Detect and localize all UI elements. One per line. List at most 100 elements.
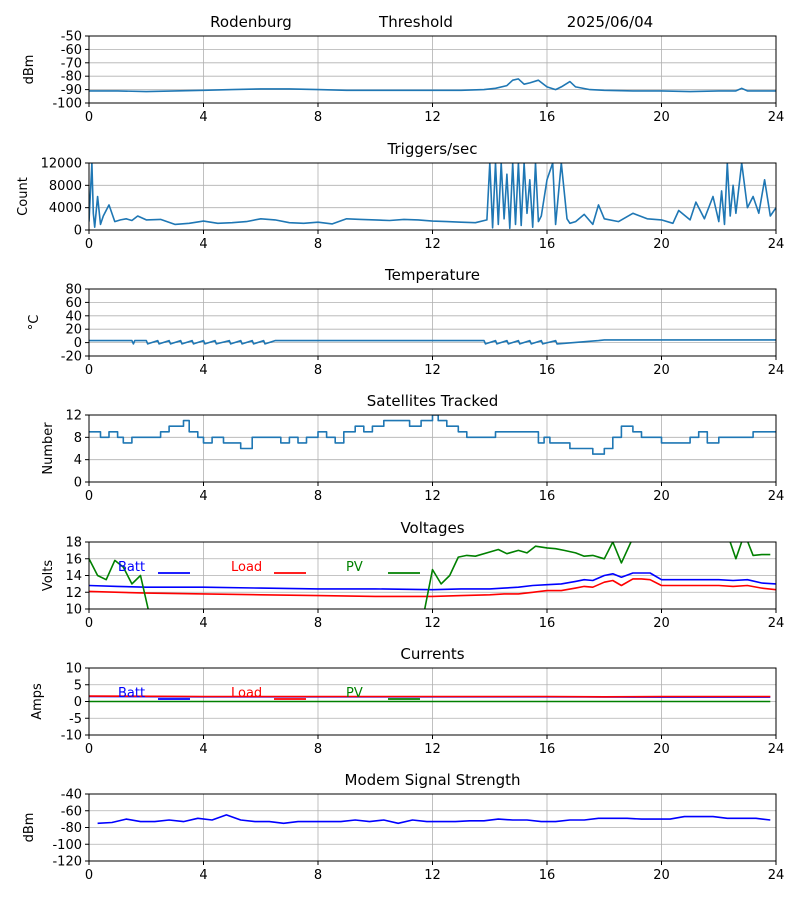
x-tick-label: 16 bbox=[539, 363, 556, 378]
y-tick-label: 10 bbox=[65, 603, 82, 618]
x-tick-label: 0 bbox=[85, 363, 93, 378]
series-line-temperature bbox=[89, 339, 776, 345]
x-tick-label: 24 bbox=[768, 237, 785, 252]
x-tick-label: 20 bbox=[653, 616, 670, 631]
x-tick-label: 24 bbox=[768, 616, 785, 631]
chart-panel-modem: 0 4 8 12 16 20 24 -120 -100 -80 -60-40 Modem Signal… bbox=[22, 771, 784, 883]
y-tick-label: -50 bbox=[61, 30, 82, 45]
x-tick-label: 12 bbox=[424, 110, 441, 125]
y-tick-label: 4000 bbox=[49, 201, 82, 216]
x-tick-label: 4 bbox=[199, 742, 207, 757]
x-tick-label: 12 bbox=[424, 363, 441, 378]
x-tick-label: 12 bbox=[424, 489, 441, 504]
x-tick-label: 8 bbox=[314, 237, 322, 252]
legend-label-load: Load bbox=[231, 686, 262, 701]
y-tick-label: -20 bbox=[61, 350, 82, 365]
y-tick-label: 60 bbox=[65, 296, 82, 311]
y-tick-label: -40 bbox=[61, 788, 82, 803]
x-tick-label: 16 bbox=[539, 489, 556, 504]
y-tick-label: 12 bbox=[65, 409, 82, 424]
x-tick-label: 8 bbox=[314, 868, 322, 883]
y-tick-label: 80 bbox=[65, 283, 82, 298]
x-tick-label: 4 bbox=[199, 489, 207, 504]
y-axis-label: Count bbox=[16, 177, 31, 216]
legend-label-batt: Batt bbox=[118, 560, 145, 575]
x-tick-label: 20 bbox=[653, 742, 670, 757]
chart-title: Triggers/sec bbox=[387, 140, 478, 158]
x-tick-label: 16 bbox=[539, 616, 556, 631]
y-tick-label: -80 bbox=[61, 821, 82, 836]
y-tick-label: 0 bbox=[74, 224, 82, 239]
series-line-batt bbox=[89, 572, 776, 591]
x-tick-label: 0 bbox=[85, 110, 93, 125]
y-axis-label: Amps bbox=[30, 683, 45, 720]
y-tick-label: -90 bbox=[61, 83, 82, 98]
x-tick-label: 4 bbox=[199, 237, 207, 252]
x-tick-label: 20 bbox=[653, 489, 670, 504]
x-tick-label: 20 bbox=[653, 868, 670, 883]
chart-panel-satellites: 0 4 8 12 16 20 24 0 4 8 12 Satellites Tracked Number bbox=[41, 392, 784, 504]
x-tick-label: 0 bbox=[85, 868, 93, 883]
x-tick-label: 20 bbox=[653, 110, 670, 125]
y-tick-label: -10 bbox=[61, 729, 82, 744]
chart-title: Modem Signal Strength bbox=[345, 771, 521, 789]
y-axis-label: dBm bbox=[22, 813, 37, 843]
header-label: Threshold bbox=[378, 13, 453, 31]
series-line-triggers bbox=[89, 163, 776, 230]
chart-title: Currents bbox=[400, 645, 464, 663]
series-line-modem bbox=[97, 814, 771, 825]
y-tick-label: 12 bbox=[65, 586, 82, 601]
y-tick-label: -5 bbox=[69, 712, 82, 727]
y-tick-label: 4 bbox=[74, 453, 82, 468]
x-tick-label: 16 bbox=[539, 868, 556, 883]
y-tick-label: 8 bbox=[74, 431, 82, 446]
y-tick-label: 0 bbox=[74, 336, 82, 351]
series-line-load bbox=[89, 695, 771, 698]
x-tick-label: 4 bbox=[199, 363, 207, 378]
chart-panel-threshold: 0 4 8 12 16 20 24 -100-90-80-70-60-50 dBm bbox=[22, 30, 784, 126]
x-tick-label: 8 bbox=[314, 616, 322, 631]
x-tick-label: 20 bbox=[653, 363, 670, 378]
y-tick-label: 14 bbox=[65, 569, 82, 584]
y-tick-label: 20 bbox=[65, 323, 82, 338]
chart-title: Temperature bbox=[384, 266, 480, 284]
y-tick-label: -80 bbox=[61, 70, 82, 85]
y-tick-label: -60 bbox=[61, 43, 82, 58]
x-tick-label: 24 bbox=[768, 110, 785, 125]
x-tick-label: 12 bbox=[424, 237, 441, 252]
x-tick-label: 0 bbox=[85, 742, 93, 757]
series-line-satellites bbox=[89, 415, 776, 455]
chart-panel-triggers: 0 4 8 12 16 20 24 0 4000 8000 12000 Triggers/sec Cou… bbox=[16, 140, 784, 252]
x-tick-label: 8 bbox=[314, 363, 322, 378]
y-tick-label: -120 bbox=[52, 855, 82, 870]
chart-title: Satellites Tracked bbox=[367, 392, 498, 410]
y-tick-label: 10 bbox=[65, 662, 82, 677]
y-tick-label: 8000 bbox=[49, 179, 82, 194]
x-tick-label: 16 bbox=[539, 110, 556, 125]
y-tick-label: 0 bbox=[74, 695, 82, 710]
series-line-pv bbox=[89, 542, 771, 609]
y-tick-label: -100 bbox=[52, 838, 82, 853]
y-tick-label: -100 bbox=[52, 97, 82, 112]
y-tick-label: 40 bbox=[65, 309, 82, 324]
y-tick-label: -70 bbox=[61, 56, 82, 71]
x-tick-label: 0 bbox=[85, 489, 93, 504]
x-tick-label: 12 bbox=[424, 616, 441, 631]
x-tick-label: 4 bbox=[199, 616, 207, 631]
x-tick-label: 8 bbox=[314, 110, 322, 125]
x-tick-label: 12 bbox=[424, 868, 441, 883]
header-date: 2025/06/04 bbox=[567, 13, 653, 31]
x-tick-label: 4 bbox=[199, 868, 207, 883]
y-axis-label: °C bbox=[27, 315, 42, 331]
y-axis-label: dBm bbox=[22, 55, 37, 85]
legend-label-load: Load bbox=[231, 560, 262, 575]
x-tick-label: 0 bbox=[85, 616, 93, 631]
y-tick-label: -60 bbox=[61, 804, 82, 819]
legend-label-batt: Batt bbox=[118, 686, 145, 701]
x-tick-label: 12 bbox=[424, 742, 441, 757]
x-tick-label: 24 bbox=[768, 742, 785, 757]
